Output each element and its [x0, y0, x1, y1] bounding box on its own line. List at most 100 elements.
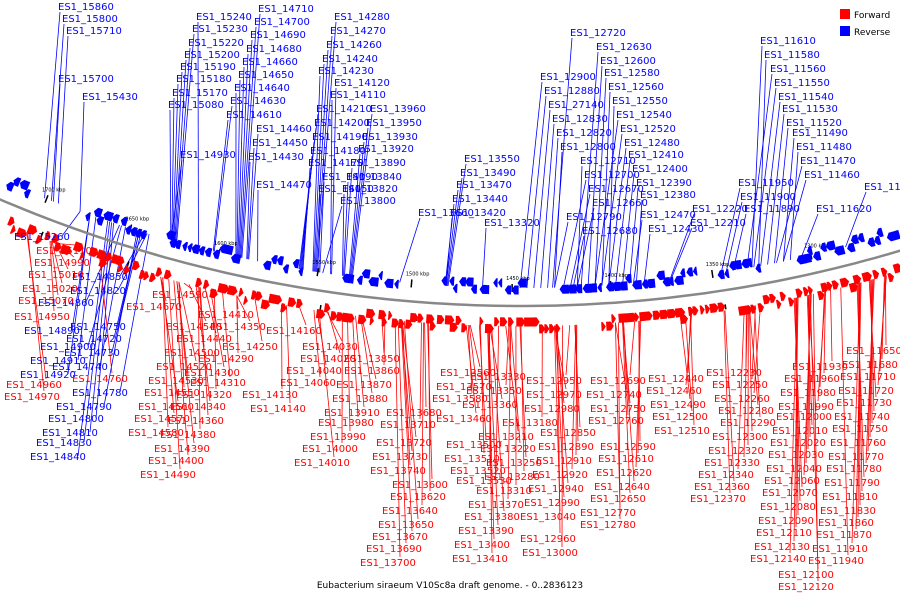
gene-arrow — [449, 276, 455, 286]
forward-gene-label: ES1_15110 — [36, 246, 92, 257]
forward-callout — [427, 322, 433, 480]
gene-arrow — [508, 317, 514, 327]
forward-gene-label: ES1_13510 — [444, 454, 500, 465]
reverse-gene-label: ES1_14930 — [180, 150, 236, 161]
reverse-callout — [248, 133, 259, 260]
gene-arrow — [575, 284, 583, 294]
forward-callout — [254, 299, 263, 342]
forward-gene-label: ES1_12330 — [704, 458, 760, 469]
reverse-gene-label: ES1_14730 — [64, 348, 120, 359]
reverse-gene-label: ES1_12430 — [648, 224, 704, 235]
reverse-callout — [348, 153, 361, 277]
reverse-callout — [569, 193, 591, 288]
forward-gene-label: ES1_12030 — [768, 450, 824, 461]
gene-arrow — [94, 207, 104, 218]
forward-callout — [520, 325, 525, 472]
reverse-gene-label: ES1_13950 — [366, 118, 422, 129]
forward-gene-label: ES1_13710 — [380, 420, 436, 431]
forward-gene-label: ES1_13180 — [502, 418, 558, 429]
forward-callout — [806, 295, 813, 426]
reverse-gene-label: ES1_13960 — [370, 104, 426, 115]
forward-gene-label: ES1_13560 — [440, 368, 496, 379]
gene-arrow — [611, 281, 621, 292]
forward-gene-label: ES1_11870 — [816, 530, 872, 541]
reverse-callout — [246, 161, 251, 259]
reverse-gene-label: ES1_15220 — [188, 38, 244, 49]
gene-arrow — [597, 283, 603, 293]
reverse-callout — [643, 233, 651, 283]
forward-gene-label: ES1_13620 — [390, 492, 446, 503]
forward-gene-label: ES1_12950 — [526, 376, 582, 387]
gene-arrow — [644, 311, 653, 321]
gene-arrow — [687, 306, 694, 316]
gene-arrow — [892, 263, 900, 274]
forward-gene-label: ES1_14060 — [280, 378, 336, 389]
reverse-gene-label: ES1_14470 — [256, 180, 312, 191]
forward-gene-label: ES1_11960 — [784, 374, 840, 385]
gene-arrow — [668, 276, 675, 286]
reverse-callout — [44, 11, 61, 199]
gene-arrow — [182, 241, 189, 252]
forward-gene-label: ES1_12920 — [532, 470, 588, 481]
gene-arrow — [34, 234, 42, 245]
gene-arrow — [388, 279, 394, 289]
gene-arrow — [459, 277, 467, 287]
reverse-gene-label: ES1_12390 — [636, 178, 692, 189]
forward-callout — [840, 287, 849, 556]
reverse-gene-label: ES1_12800 — [560, 142, 616, 153]
reverse-gene-label: ES1_11890 — [744, 204, 800, 215]
reverse-callout — [240, 26, 257, 258]
forward-gene-label: ES1_13250 — [486, 458, 542, 469]
gene-arrow — [295, 298, 303, 309]
gene-arrow — [143, 271, 149, 281]
gene-arrow — [504, 285, 512, 295]
forward-callout — [855, 282, 862, 530]
forward-callout — [615, 322, 621, 508]
tick-label: 1600 kbp — [214, 241, 238, 247]
forward-callout — [817, 291, 826, 402]
gene-arrow — [98, 257, 107, 268]
gene-arrow — [342, 273, 352, 284]
forward-callout — [50, 241, 59, 296]
gene-arrow — [852, 274, 862, 285]
forward-gene-label: ES1_13570 — [436, 382, 492, 393]
forward-callout — [869, 279, 875, 412]
reverse-callout-lines — [44, 11, 867, 457]
reverse-callout — [751, 45, 763, 268]
gene-arrow — [125, 225, 133, 235]
reverse-callout — [57, 35, 69, 204]
reverse-gene-label: ES1_11610 — [760, 36, 816, 47]
gene-arrow — [79, 250, 85, 260]
reverse-callout — [175, 47, 191, 242]
reverse-gene-label: ES1_12710 — [580, 156, 636, 167]
forward-callout — [400, 320, 413, 532]
reverse-gene-label: ES1_15260 — [14, 232, 70, 243]
gene-arrow — [115, 255, 125, 266]
gene-arrow — [85, 212, 91, 222]
reverse-gene-label: ES1_14890 — [24, 326, 80, 337]
reverse-gene-label: ES1_15240 — [196, 12, 252, 23]
forward-gene-label: ES1_13680 — [386, 408, 442, 419]
gene-arrow — [876, 227, 884, 238]
forward-gene-label: ES1_12260 — [714, 394, 770, 405]
reverse-gene-label: ES1_12520 — [620, 124, 676, 135]
reverse-callout — [322, 205, 343, 274]
reverse-callout — [576, 165, 583, 287]
forward-callout — [478, 325, 487, 440]
gene-arrow — [255, 291, 263, 301]
reverse-callout — [171, 97, 175, 241]
forward-callout — [505, 325, 510, 386]
forward-callout — [281, 304, 283, 390]
forward-gene-label: ES1_12750 — [590, 404, 646, 415]
gene-arrow — [417, 313, 424, 323]
reverse-gene-label: ES1_15800 — [62, 14, 118, 25]
gene-arrow — [7, 216, 15, 226]
reverse-gene-label: ES1_13490 — [460, 168, 516, 179]
reverse-gene-label: ES1_12820 — [556, 128, 612, 139]
forward-gene-label: ES1_12080 — [760, 502, 816, 513]
reverse-callout — [782, 137, 795, 262]
gene-arrow — [742, 305, 753, 315]
forward-callout — [489, 325, 503, 400]
forward-gene-label: ES1_11910 — [812, 544, 868, 555]
